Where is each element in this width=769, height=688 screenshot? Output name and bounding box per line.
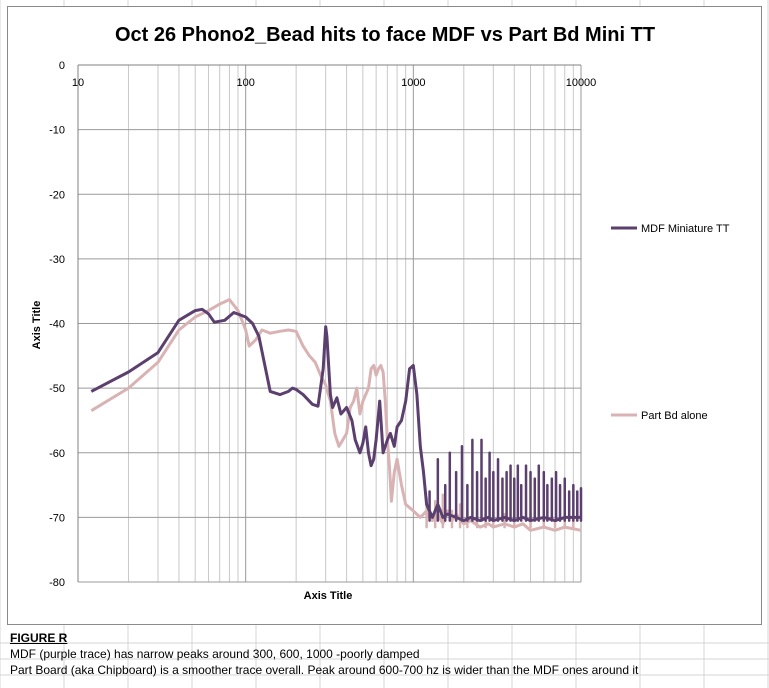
y-tick-label: -80 xyxy=(49,577,65,589)
legend: MDF Miniature TT Part Bd alone xyxy=(611,223,730,422)
y-tick-label: -40 xyxy=(49,319,65,331)
y-tick-label: -10 xyxy=(49,125,65,137)
y-tick-label: 0 xyxy=(59,60,65,72)
caption-line-1: MDF (purple trace) has narrow peaks arou… xyxy=(10,647,420,661)
y-tick-label: -20 xyxy=(49,189,65,201)
x-tick-label: 1000 xyxy=(401,77,425,89)
chart-area[interactable]: Oct 26 Phono2_Bead hits to face MDF vs P… xyxy=(7,6,762,625)
legend-label: MDF Miniature TT xyxy=(641,223,730,235)
y-tick-label: -50 xyxy=(49,383,65,395)
figure-label: FIGURE R xyxy=(10,631,68,645)
plot-area: 10 100 1000 10000 0 -10 -20 -30 -40 -50 -60 -70 -80 xyxy=(49,60,596,589)
y-tick-label: -30 xyxy=(49,254,65,266)
x-tick-label: 10 xyxy=(72,77,84,89)
legend-label: Part Bd alone xyxy=(641,410,708,422)
y-axis-title: Axis Title xyxy=(31,301,43,350)
y-tick-label: -60 xyxy=(49,448,65,460)
chart-canvas: Oct 26 Phono2_Bead hits to face MDF vs P… xyxy=(31,24,730,602)
caption: FIGURE R MDF (purple trace) has narrow p… xyxy=(10,630,765,678)
x-tick-label: 100 xyxy=(236,77,254,89)
x-tick-label: 10000 xyxy=(566,77,597,89)
caption-line-2: Part Board (aka Chipboard) is a smoother… xyxy=(10,663,639,677)
chart-title: Oct 26 Phono2_Bead hits to face MDF vs P… xyxy=(115,24,655,46)
series-line-1 xyxy=(90,298,582,532)
y-tick-label: -70 xyxy=(49,512,65,524)
x-axis-title: Axis Title xyxy=(304,590,353,602)
